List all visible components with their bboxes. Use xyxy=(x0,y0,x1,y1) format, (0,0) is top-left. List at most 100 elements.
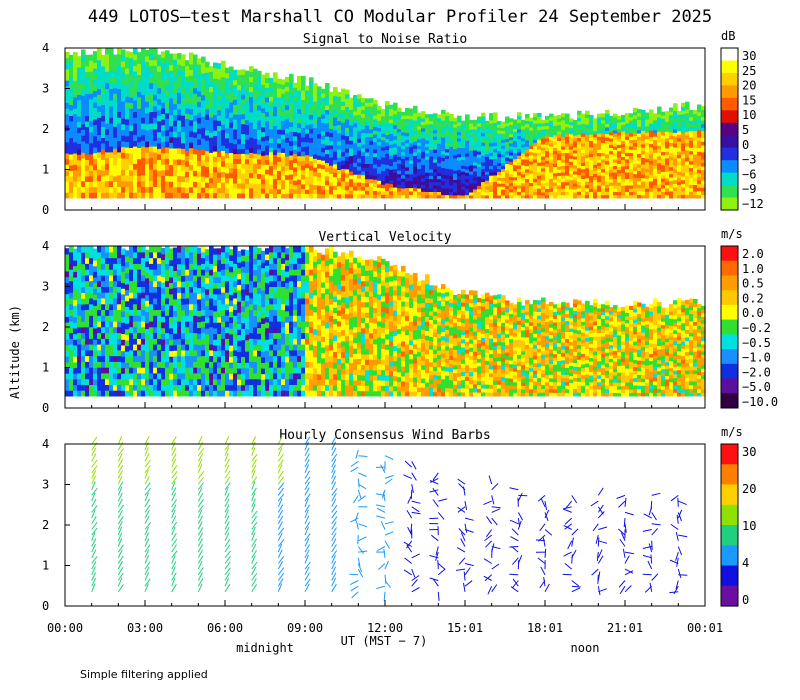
heatmap-cell xyxy=(225,67,230,74)
heatmap-cell xyxy=(653,191,658,196)
heatmap-cell xyxy=(253,178,258,184)
heatmap-cell xyxy=(285,123,290,129)
heatmap-cell xyxy=(477,129,482,133)
heatmap-cell xyxy=(549,171,554,176)
heatmap-cell xyxy=(661,184,666,189)
heatmap-cell xyxy=(489,188,494,192)
heatmap-cell xyxy=(265,149,270,156)
heatmap-cell xyxy=(465,162,470,167)
heatmap-cell xyxy=(141,297,146,305)
heatmap-cell xyxy=(693,113,698,118)
heatmap-cell xyxy=(553,182,558,186)
heatmap-cell xyxy=(353,154,358,159)
heatmap-cell xyxy=(429,172,434,176)
heatmap-cell xyxy=(137,378,142,385)
heatmap-cell xyxy=(409,153,414,158)
heatmap-cell xyxy=(169,86,174,93)
heatmap-cell xyxy=(73,119,78,126)
heatmap-cell xyxy=(277,110,282,116)
heatmap-cell xyxy=(137,344,142,351)
heatmap-cell xyxy=(489,126,494,131)
heatmap-cell xyxy=(149,372,154,380)
heatmap-cell xyxy=(429,191,434,196)
heatmap-cell xyxy=(689,187,694,192)
heatmap-cell xyxy=(141,105,146,112)
heatmap-cell xyxy=(389,129,394,134)
heatmap-cell xyxy=(165,118,170,125)
heatmap-cell xyxy=(385,101,390,106)
heatmap-cell xyxy=(505,175,510,180)
heatmap-cell xyxy=(177,97,182,104)
heatmap-cell xyxy=(409,122,414,127)
heatmap-cell xyxy=(77,349,82,357)
heatmap-cell xyxy=(381,170,386,175)
heatmap-cell xyxy=(109,280,114,287)
heatmap-cell xyxy=(385,190,390,195)
heatmap-cell xyxy=(437,185,442,189)
heatmap-cell xyxy=(177,275,182,282)
heatmap-cell xyxy=(129,80,134,87)
heatmap-cell xyxy=(241,128,246,135)
heatmap-cell xyxy=(145,50,150,57)
heatmap-cell xyxy=(117,169,122,176)
heatmap-cell xyxy=(461,132,466,137)
heatmap-cell xyxy=(189,58,194,65)
heatmap-cell xyxy=(481,148,486,153)
heatmap-cell xyxy=(185,70,190,77)
heatmap-cell xyxy=(161,181,166,188)
heatmap-cell xyxy=(673,106,678,112)
heatmap-cell xyxy=(97,111,102,118)
heatmap-cell xyxy=(621,185,626,189)
heatmap-cell xyxy=(329,103,334,109)
heatmap-cell xyxy=(553,137,558,142)
heatmap-cell xyxy=(445,125,450,130)
heatmap-cell xyxy=(281,115,286,121)
heatmap-cell xyxy=(121,100,126,108)
heatmap-cell xyxy=(549,113,554,118)
heatmap-cell xyxy=(249,106,254,113)
heatmap-cell xyxy=(629,119,634,124)
heatmap-cell xyxy=(677,131,682,135)
heatmap-cell xyxy=(317,172,322,177)
heatmap-cell xyxy=(465,181,470,186)
heatmap-cell xyxy=(137,153,142,160)
heatmap-cell xyxy=(541,158,546,163)
heatmap-cell xyxy=(161,299,166,306)
colorbar-swatch xyxy=(721,85,738,99)
heatmap-cell xyxy=(473,143,478,148)
heatmap-cell xyxy=(557,153,562,157)
heatmap-cell xyxy=(205,108,210,115)
heatmap-cell xyxy=(261,193,266,199)
heatmap-cell xyxy=(517,132,522,136)
heatmap-cell xyxy=(637,129,642,134)
heatmap-cell xyxy=(125,118,130,125)
heatmap-cell xyxy=(93,141,98,148)
heatmap-cell xyxy=(621,121,626,126)
heatmap-cell xyxy=(193,142,198,149)
heatmap-cell xyxy=(169,367,174,374)
heatmap-cell xyxy=(193,159,198,166)
heatmap-cell xyxy=(477,144,482,149)
heatmap-cell xyxy=(477,185,482,190)
heatmap-cell xyxy=(641,160,646,165)
heatmap-cell xyxy=(413,166,418,171)
heatmap-cell xyxy=(693,120,698,125)
heatmap-cell xyxy=(501,153,506,158)
heatmap-cell xyxy=(85,54,90,61)
heatmap-cell xyxy=(481,174,486,179)
heatmap-cell xyxy=(413,180,418,185)
heatmap-cell xyxy=(345,127,350,132)
heatmap-cell xyxy=(409,184,414,189)
heatmap-cell xyxy=(365,182,370,187)
heatmap-cell xyxy=(485,165,490,169)
heatmap-cell xyxy=(501,180,506,184)
heatmap-cell xyxy=(505,188,510,193)
heatmap-cell xyxy=(401,194,406,199)
heatmap-cell xyxy=(649,170,654,175)
heatmap-cell xyxy=(77,165,82,172)
heatmap-cell xyxy=(117,338,122,345)
heatmap-cell xyxy=(153,82,158,89)
heatmap-cell xyxy=(81,112,86,119)
heatmap-cell xyxy=(609,131,614,136)
heatmap-cell xyxy=(113,251,118,259)
